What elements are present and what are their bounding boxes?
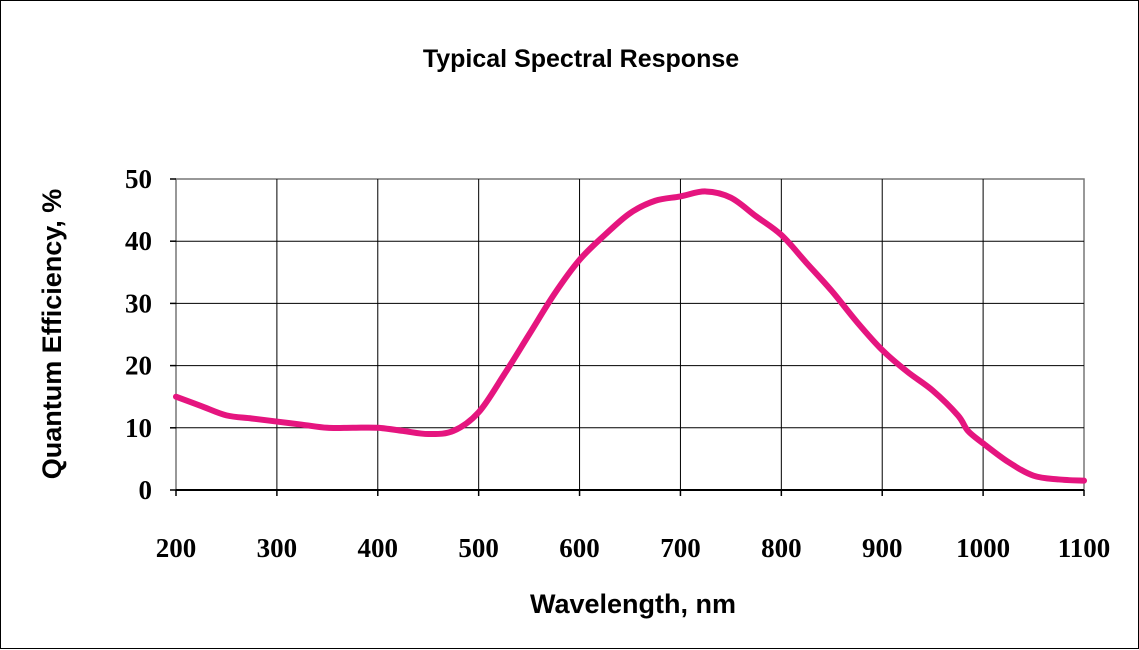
x-tick-label-700: 700 [660,533,701,563]
x-tick-label-1100: 1100 [1058,533,1111,563]
y-tick-label-10: 10 [125,413,152,443]
y-tick-label-40: 40 [125,226,152,256]
x-tick-label-1000: 1000 [956,533,1010,563]
series-line-0 [173,188,1087,484]
y-tick-label-50: 50 [125,164,152,194]
x-tick-label-900: 900 [862,533,903,563]
x-axis-ticks: 200 300 400 500 600 700 800 900 1000 1100 [156,490,1111,563]
y-axis-ticks: 0 10 20 30 40 50 [125,164,176,505]
x-tick-label-800: 800 [761,533,802,563]
y-tick-label-20: 20 [125,351,152,381]
y-tick-label-0: 0 [139,475,153,505]
x-tick-label-500: 500 [458,533,499,563]
x-tick-label-600: 600 [559,533,600,563]
x-tick-label-400: 400 [358,533,399,563]
grid [176,179,1084,491]
y-tick-label-30: 30 [125,288,152,318]
plot-area [175,178,1085,491]
series-layer [173,188,1087,484]
y-axis-title: Quantum Efficiency, % [37,189,67,480]
x-tick-label-300: 300 [257,533,298,563]
x-axis-title: Wavelength, nm [530,589,736,619]
x-tick-label-200: 200 [156,533,197,563]
chart-title: Typical Spectral Response [423,45,739,73]
